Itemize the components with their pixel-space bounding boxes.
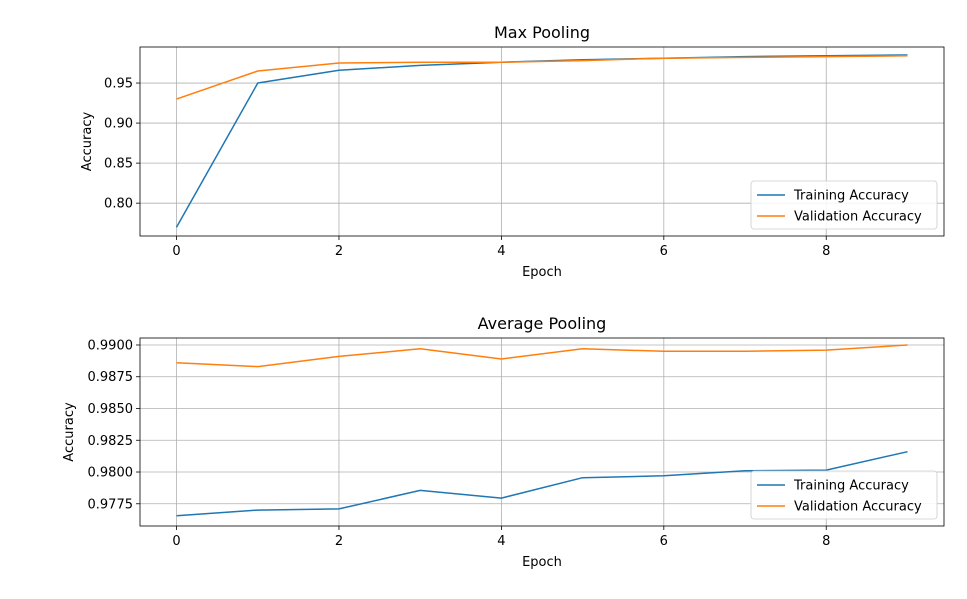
y-tick-label: 0.95 [104,77,133,92]
legend-box [750,470,938,520]
axes-frame [139,46,945,237]
y-tick-label: 0.9875 [88,370,134,385]
y-axis-label: Accuracy [80,112,95,172]
x-tick-label: 6 [660,534,668,549]
chart-title: Max Pooling [494,23,590,42]
y-tick-label: 0.9775 [88,497,134,512]
series-line-validation [176,344,908,368]
series-line-training [176,450,908,517]
y-tick-label: 0.9825 [88,434,134,449]
x-tick-label: 2 [335,534,343,549]
x-tick-label: 4 [497,534,505,549]
legend-label: Validation Accuracy [794,500,922,515]
x-axis-label: Epoch [522,555,562,570]
x-tick-label: 0 [172,534,180,549]
y-tick-label: 0.9900 [88,338,134,353]
legend-label: Training Accuracy [793,189,909,204]
y-tick-label: 0.9850 [88,402,134,417]
legend: Training Accuracy Validation Accuracy [750,180,938,230]
axes-frame [139,337,945,527]
legend-label: Validation Accuracy [794,210,922,225]
x-tick-label: 4 [497,244,505,259]
series-line-validation [176,55,908,100]
y-tick-label: 0.80 [104,197,133,212]
y-tick-label: 0.85 [104,157,133,172]
x-tick-label: 8 [822,534,830,549]
legend-label: Training Accuracy [793,479,909,494]
x-tick-label: 2 [335,244,343,259]
legend: Training Accuracy Validation Accuracy [750,470,938,520]
x-axis-label: Epoch [522,265,562,280]
y-tick-label: 0.90 [104,117,133,132]
chart-panel-1: 0 2 4 6 8 0.80 0.85 0.90 0.95 Max Pooling Epoch Acc… [80,23,945,280]
y-tick-label: 0.9800 [88,466,134,481]
x-tick-label: 8 [822,244,830,259]
chart-title: Average Pooling [478,314,607,333]
x-tick-label: 0 [172,244,180,259]
y-axis-label: Accuracy [62,402,77,462]
x-tick-label: 6 [660,244,668,259]
legend-box [750,180,938,230]
chart-panel-2: 0 2 4 6 8 0.9775 0.9800 0.9825 0.9850 0.9875 0.990… [62,314,945,570]
